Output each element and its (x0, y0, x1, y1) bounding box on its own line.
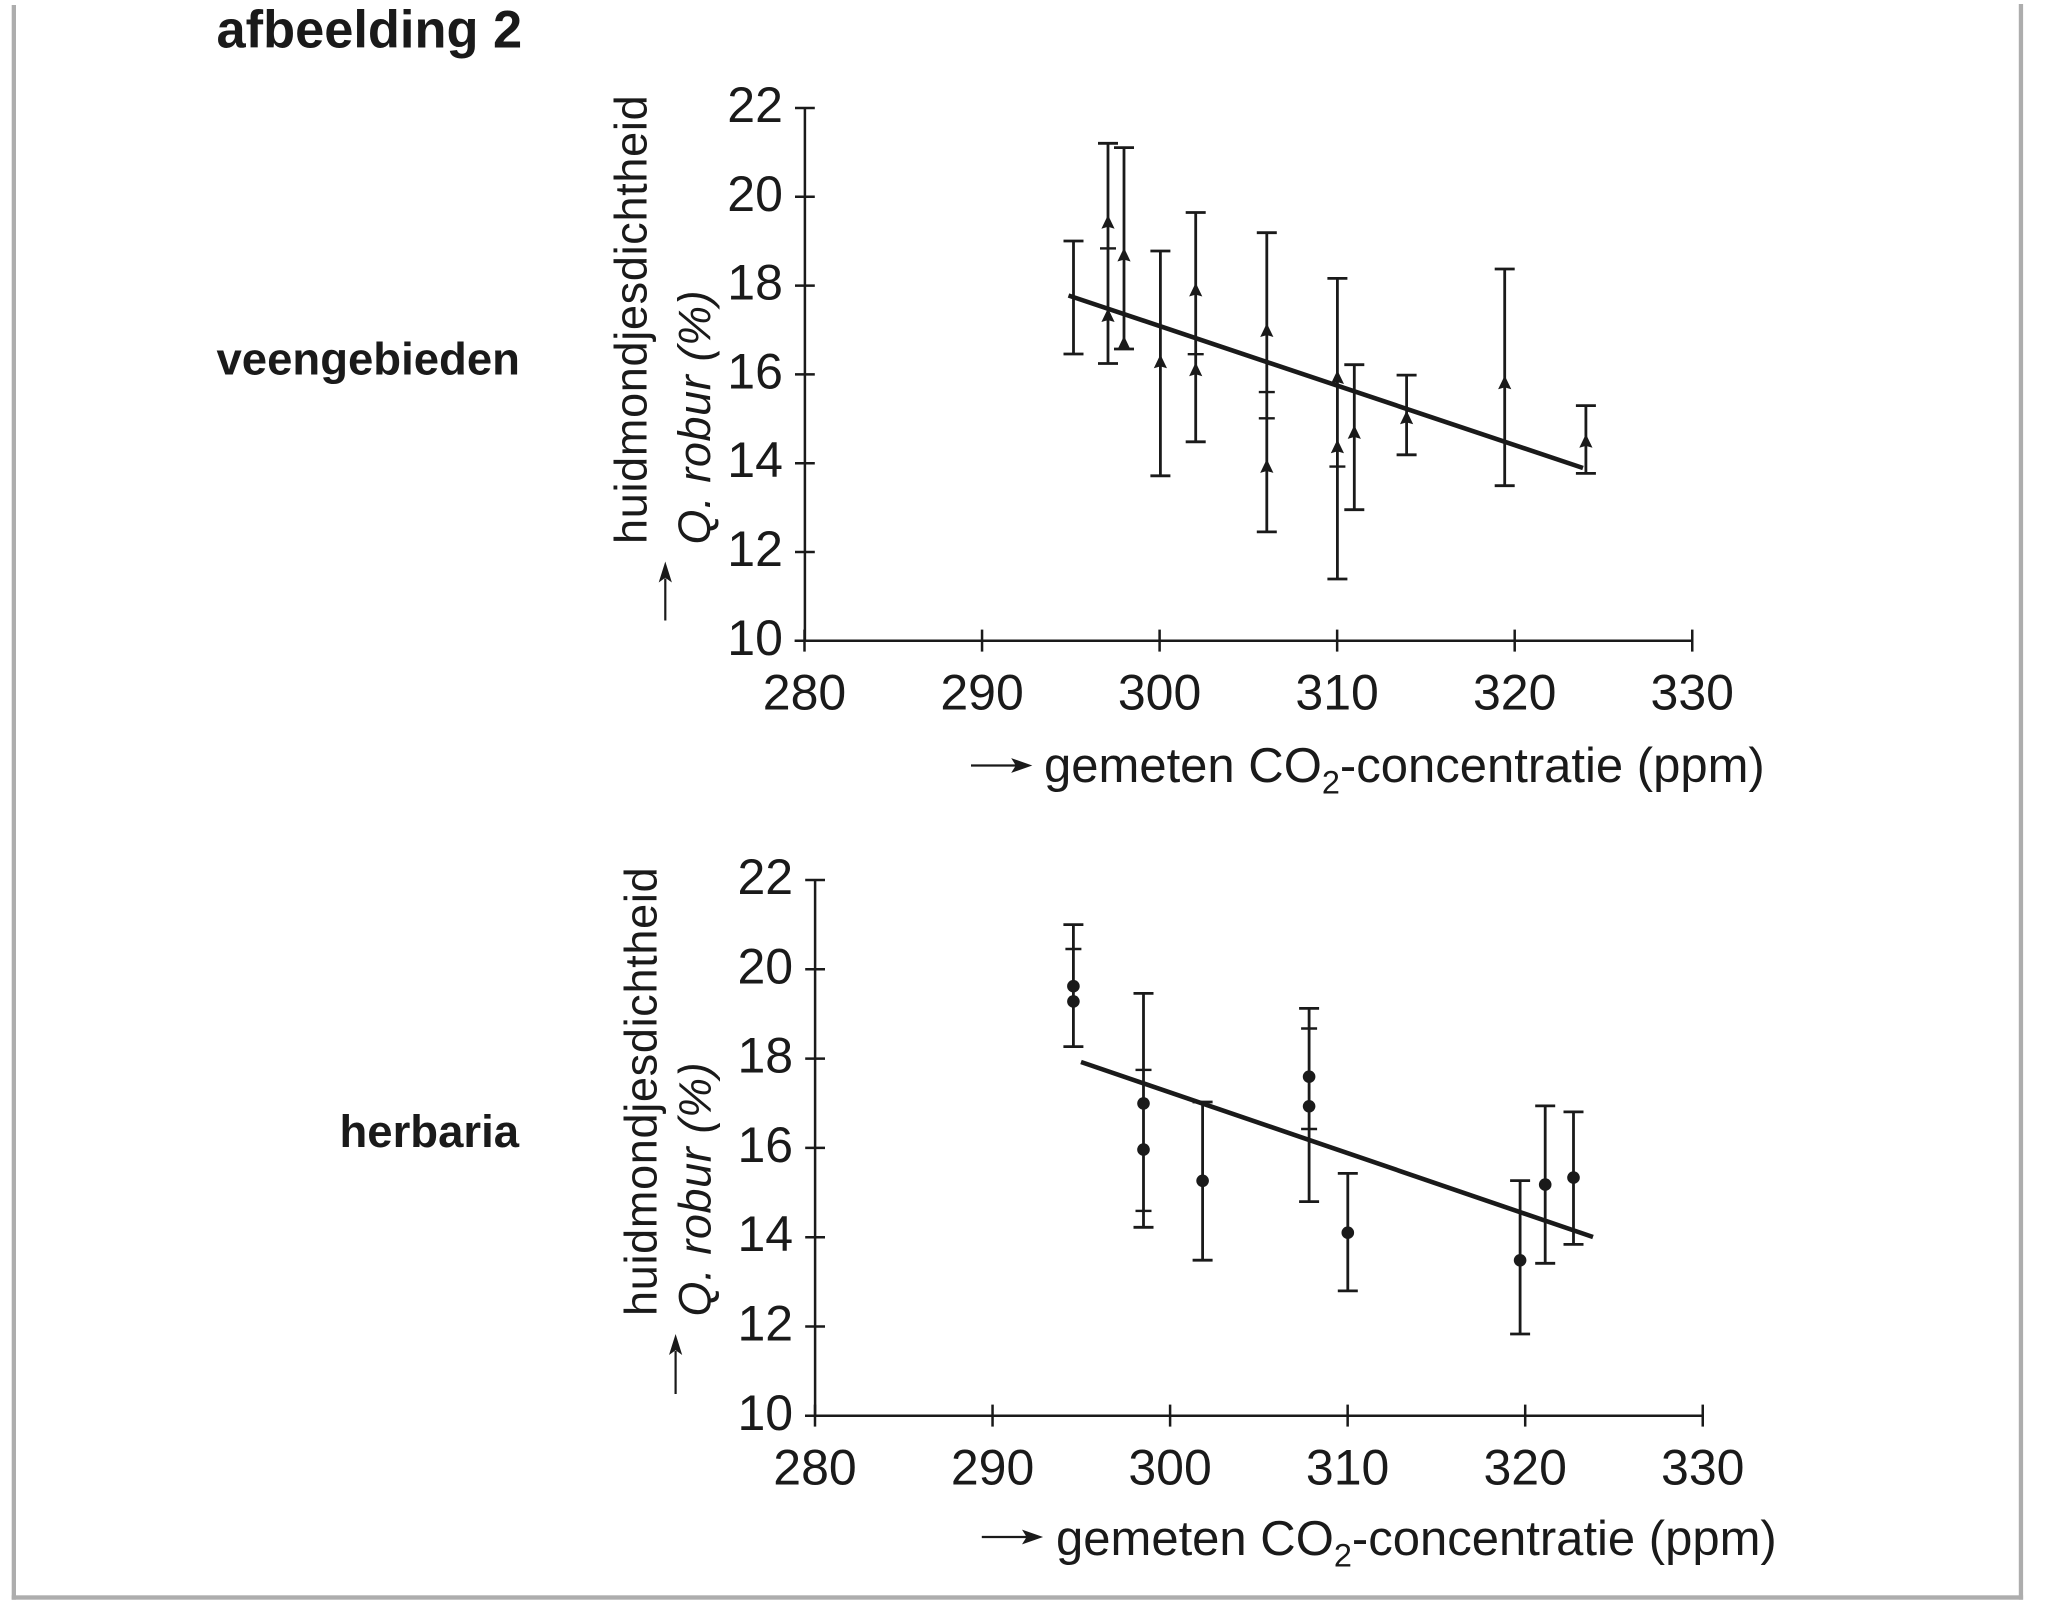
svg-text:18: 18 (737, 1028, 793, 1084)
svg-text:14: 14 (727, 432, 783, 488)
svg-text:300: 300 (1128, 1440, 1211, 1496)
svg-text:Q. robur (%): Q. robur (%) (669, 290, 720, 545)
svg-text:veengebieden: veengebieden (217, 334, 520, 385)
svg-text:16: 16 (727, 343, 783, 399)
svg-text:20: 20 (727, 166, 783, 222)
svg-text:330: 330 (1651, 665, 1734, 721)
svg-text:330: 330 (1661, 1440, 1744, 1496)
svg-text:14: 14 (737, 1206, 793, 1262)
svg-text:320: 320 (1473, 665, 1556, 721)
svg-text:huidmondjesdichtheid: huidmondjesdichtheid (616, 867, 667, 1316)
svg-text:300: 300 (1118, 665, 1201, 721)
svg-text:Q. robur (%): Q. robur (%) (670, 1062, 721, 1317)
svg-text:12: 12 (737, 1296, 793, 1352)
svg-text:18: 18 (727, 255, 783, 311)
svg-text:16: 16 (737, 1117, 793, 1173)
svg-text:gemeten CO2-concentratie (ppm): gemeten CO2-concentratie (ppm) (1056, 1512, 1777, 1574)
svg-text:gemeten CO2-concentratie (ppm): gemeten CO2-concentratie (ppm) (1044, 739, 1765, 801)
svg-text:290: 290 (951, 1440, 1034, 1496)
svg-text:310: 310 (1295, 665, 1378, 721)
svg-text:afbeelding 2: afbeelding 2 (217, 2, 523, 60)
svg-text:280: 280 (773, 1440, 856, 1496)
svg-text:10: 10 (737, 1385, 793, 1441)
svg-text:22: 22 (727, 77, 783, 133)
svg-text:280: 280 (763, 665, 846, 721)
svg-text:20: 20 (737, 938, 793, 994)
svg-text:22: 22 (737, 849, 793, 905)
svg-text:320: 320 (1483, 1440, 1566, 1496)
svg-text:huidmondjesdichtheid: huidmondjesdichtheid (606, 95, 657, 544)
svg-text:290: 290 (940, 665, 1023, 721)
svg-text:10: 10 (727, 610, 783, 666)
svg-text:12: 12 (727, 521, 783, 577)
svg-text:310: 310 (1306, 1440, 1389, 1496)
svg-text:herbaria: herbaria (340, 1106, 520, 1157)
